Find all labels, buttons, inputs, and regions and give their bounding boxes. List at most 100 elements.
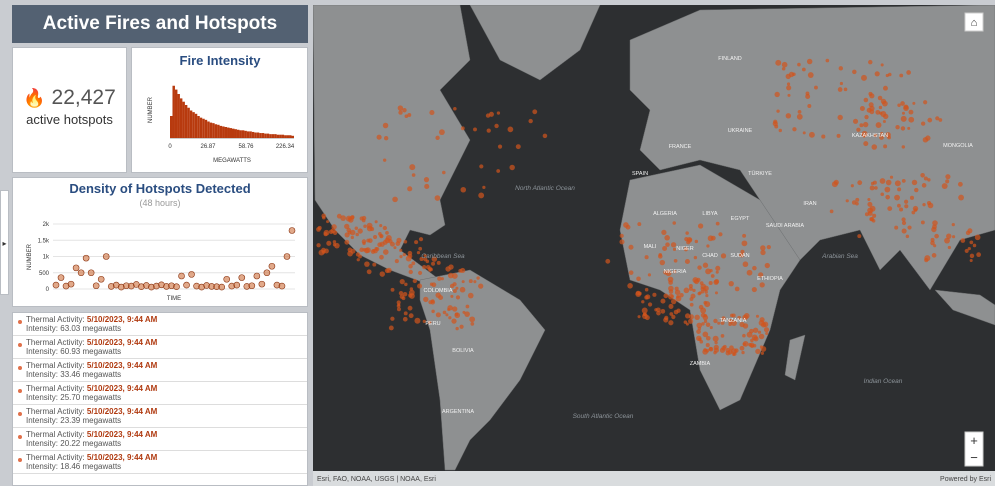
fire-dot [901, 145, 906, 149]
fire-dot [869, 109, 875, 115]
fire-dot [689, 297, 694, 301]
fire-dot [375, 247, 380, 252]
bar [207, 121, 210, 138]
bar [217, 124, 220, 138]
bar [276, 134, 280, 138]
country-label: MONGOLIA [943, 143, 973, 149]
zoom-out[interactable]: − [970, 450, 978, 465]
fire-dot [401, 296, 406, 301]
fire-dot [933, 244, 937, 248]
fire-dot [467, 292, 474, 299]
fire-dot [880, 63, 884, 67]
fire-dot [416, 251, 421, 255]
map[interactable]: North Atlantic Ocean South Atlantic Ocean… [313, 5, 995, 486]
fire-dot [930, 240, 935, 246]
fire-dot [699, 281, 704, 285]
list-item[interactable]: Thermal Activity: 5/10/2023, 9:44 AM Inte… [13, 405, 307, 428]
fire-dot [705, 348, 710, 353]
fire-dot [673, 270, 677, 274]
point [233, 281, 241, 289]
fire-dot [672, 247, 677, 251]
powered-by[interactable]: Powered by Esri [940, 476, 991, 483]
attribution-bar [313, 471, 995, 486]
fire-dot [778, 128, 782, 133]
country-label: FINLAND [718, 56, 742, 62]
fire-dot [924, 255, 931, 262]
point [183, 281, 190, 289]
country-label: LIBYA [702, 211, 718, 217]
fire-dot [442, 170, 446, 175]
bar [239, 130, 242, 138]
list-item[interactable]: Thermal Activity: 5/10/2023, 9:44 AM Inte… [13, 336, 307, 359]
fire-dot [408, 313, 414, 319]
fire-dot [899, 207, 904, 212]
fire-dot [700, 307, 707, 314]
fire-dot [696, 335, 702, 342]
point [97, 275, 105, 283]
fire-dot [888, 72, 892, 77]
ocean-label: North Atlantic Ocean [515, 185, 575, 192]
fire-dot [852, 118, 859, 124]
fire-dot [974, 234, 981, 241]
fire-dot [409, 293, 415, 299]
fire-dot [627, 283, 633, 289]
y-tick-label: 0 [46, 287, 50, 293]
fire-dot [408, 269, 413, 275]
fire-dot [900, 101, 905, 106]
fire-dot [969, 240, 974, 245]
fire-dot [637, 315, 641, 319]
fire-dot [674, 286, 679, 291]
fire-dot [867, 211, 873, 216]
fire-dot [637, 222, 642, 227]
list-item[interactable]: Thermal Activity: 5/10/2023, 9:44 AM Inte… [13, 451, 307, 474]
fire-dot [875, 109, 881, 115]
zoom-in[interactable]: + [970, 433, 978, 448]
fire-dot [759, 345, 764, 349]
fire-dot [356, 258, 360, 262]
fire-dot [821, 134, 826, 139]
fire-dot [715, 221, 720, 226]
fire-dot [720, 320, 725, 325]
fire-dot [758, 319, 765, 326]
fire-dot [656, 310, 661, 316]
list-item[interactable]: Thermal Activity: 5/10/2023, 9:44 AM Inte… [13, 313, 307, 336]
fire-dot [700, 283, 706, 290]
fire-dot [350, 235, 355, 240]
list-item[interactable]: Thermal Activity: 5/10/2023, 9:44 AM Inte… [13, 382, 307, 405]
fire-dot [661, 229, 667, 235]
country-label: UKRAINE [728, 128, 753, 134]
bar [224, 127, 228, 138]
histogram: Fire Intensity NUMBER 0 26.87 58.76 226.34 MEG… [148, 53, 295, 164]
fire-dot [532, 109, 538, 115]
home-button[interactable] [964, 12, 984, 32]
zoom-controls[interactable] [964, 431, 984, 467]
fire-dot [913, 208, 918, 212]
fire-dot [877, 95, 883, 101]
fire-dot [431, 309, 435, 314]
country-label: SAUDI ARABIA [766, 223, 805, 229]
bar [234, 129, 237, 138]
fire-dot [734, 348, 739, 353]
fire-dot [411, 261, 416, 266]
fire-dot [402, 291, 408, 297]
fire-dot [354, 226, 359, 230]
item-label: Thermal Activity: [26, 361, 85, 370]
fire-dot [397, 105, 404, 111]
country-label: COLOMBIA [423, 288, 452, 294]
fire-dot [792, 72, 796, 77]
fire-dot [802, 131, 806, 135]
fire-dot [379, 271, 385, 277]
fire-dot [686, 240, 691, 245]
point [283, 253, 291, 260]
bar [209, 122, 213, 138]
side-toggle[interactable]: ▸ [0, 190, 9, 295]
fire-dot [429, 267, 433, 272]
fire-dot [925, 135, 931, 141]
list-item[interactable]: Thermal Activity: 5/10/2023, 9:44 AM Inte… [13, 359, 307, 382]
fire-dot [455, 286, 459, 290]
fire-dot [455, 295, 461, 300]
fire-dot [912, 101, 916, 105]
fire-dot [900, 126, 906, 131]
list-item[interactable]: Thermal Activity: 5/10/2023, 9:44 AM Inte… [13, 428, 307, 451]
fire-dot [703, 288, 707, 292]
